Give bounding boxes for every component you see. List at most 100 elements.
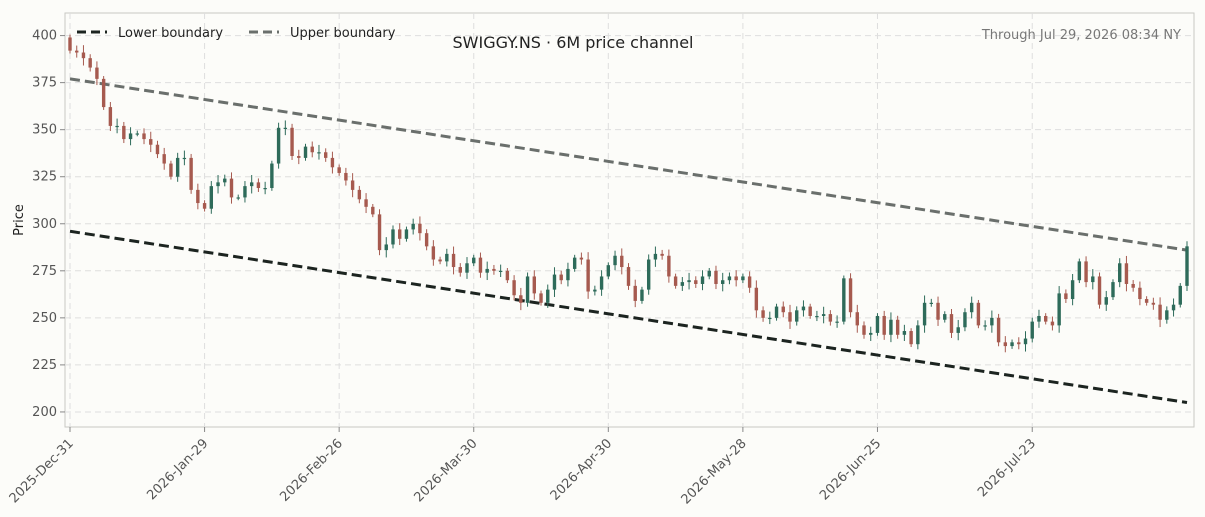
candle-body	[263, 188, 267, 190]
candle-body	[182, 157, 187, 160]
candle-body	[586, 259, 590, 292]
candle-body	[700, 276, 705, 284]
candle-body	[848, 278, 853, 313]
candle-body	[546, 289, 550, 303]
candle-body	[472, 257, 476, 264]
candle-body	[976, 302, 981, 326]
candle-body	[149, 139, 153, 145]
candle-body	[323, 152, 328, 158]
x-tick-label: 2026-Jul-23	[975, 436, 1039, 500]
x-tick-label: 2026-Apr-30	[548, 436, 615, 503]
grid-lines	[65, 13, 1194, 427]
candle-body	[862, 325, 866, 335]
candle-body	[310, 146, 314, 153]
candle-body	[653, 253, 658, 260]
candle-body	[566, 268, 570, 281]
candle-body	[108, 107, 113, 126]
candle-body	[485, 268, 489, 273]
candle-body	[996, 317, 1001, 343]
candle-body	[68, 37, 72, 51]
candle-body	[687, 280, 691, 283]
y-tick-label: 350	[32, 123, 57, 138]
x-tick-label: 2025-Dec-31	[7, 436, 77, 506]
candle-body	[1070, 280, 1075, 300]
candle-body	[579, 257, 584, 260]
candle-body	[1017, 342, 1021, 345]
candle-body	[1124, 263, 1129, 284]
candle-body	[768, 317, 772, 320]
candle-body	[189, 157, 193, 190]
candle-body	[438, 259, 442, 262]
candle-body	[344, 172, 348, 181]
candle-body	[734, 276, 738, 281]
candle-body	[741, 276, 745, 281]
candle-body	[821, 314, 826, 316]
x-axis-ticks: 2025-Dec-31 2026-Jan-29 2026-Feb-26 2026-Ma…	[7, 427, 1039, 507]
candle-body	[451, 253, 456, 268]
candle-body	[1171, 304, 1176, 311]
candle-body	[404, 229, 409, 239]
candle-body	[398, 229, 402, 239]
candle-body	[135, 133, 139, 135]
candle-body	[202, 203, 207, 209]
candle-body	[418, 223, 422, 234]
candle-body	[949, 314, 954, 333]
candle-body	[754, 287, 759, 311]
candle-body	[875, 315, 880, 333]
legend-label-lower: Lower boundary	[118, 26, 223, 41]
candle-body	[1151, 302, 1156, 305]
candle-body	[424, 233, 429, 247]
candle-body	[889, 319, 893, 335]
candle-body	[122, 125, 126, 140]
candle-body	[411, 223, 415, 230]
candle-body	[525, 276, 530, 303]
candle-body	[290, 127, 294, 157]
candle-body	[727, 276, 732, 281]
candle-body	[1030, 321, 1034, 339]
candle-body	[761, 310, 765, 318]
candle-body	[788, 312, 792, 322]
candle-body	[1037, 315, 1041, 322]
candle-body	[815, 315, 819, 318]
candle-body	[1111, 282, 1115, 298]
candle-body	[902, 331, 907, 335]
candle-body	[983, 325, 987, 327]
candle-body	[929, 302, 934, 304]
candle-body	[384, 244, 388, 251]
candle-body	[512, 280, 516, 296]
candle-body	[747, 276, 752, 288]
x-tick-label: 2026-Jun-25	[817, 436, 884, 503]
candle-body	[673, 276, 678, 286]
candle-body	[1003, 342, 1008, 347]
y-tick-label: 225	[32, 358, 57, 373]
candle-body	[445, 253, 449, 262]
candle-body	[115, 125, 119, 128]
candle-body	[963, 312, 967, 328]
candle-body	[283, 127, 288, 129]
candle-body	[357, 189, 362, 200]
y-tick-label: 325	[32, 170, 57, 185]
candle-body	[209, 186, 214, 209]
legend-label-upper: Upper boundary	[290, 26, 396, 41]
candle-body	[990, 317, 994, 326]
candle-body	[620, 255, 624, 268]
candle-body	[330, 157, 335, 168]
candle-body	[216, 182, 220, 187]
candle-body	[828, 314, 833, 322]
candle-body	[599, 276, 604, 290]
candle-body	[694, 280, 698, 284]
candle-body	[391, 229, 395, 245]
candle-body	[492, 268, 496, 271]
candle-body	[1158, 304, 1162, 320]
candle-body	[593, 289, 597, 292]
x-tick-label: 2026-May-28	[679, 436, 750, 507]
candle-body	[1010, 342, 1014, 347]
candle-body	[519, 295, 523, 303]
y-tick-label: 300	[32, 217, 57, 232]
candle-body	[337, 167, 341, 173]
candle-body	[572, 257, 577, 269]
candle-body	[781, 306, 785, 313]
candle-body	[646, 259, 651, 290]
candle-body	[552, 274, 557, 290]
